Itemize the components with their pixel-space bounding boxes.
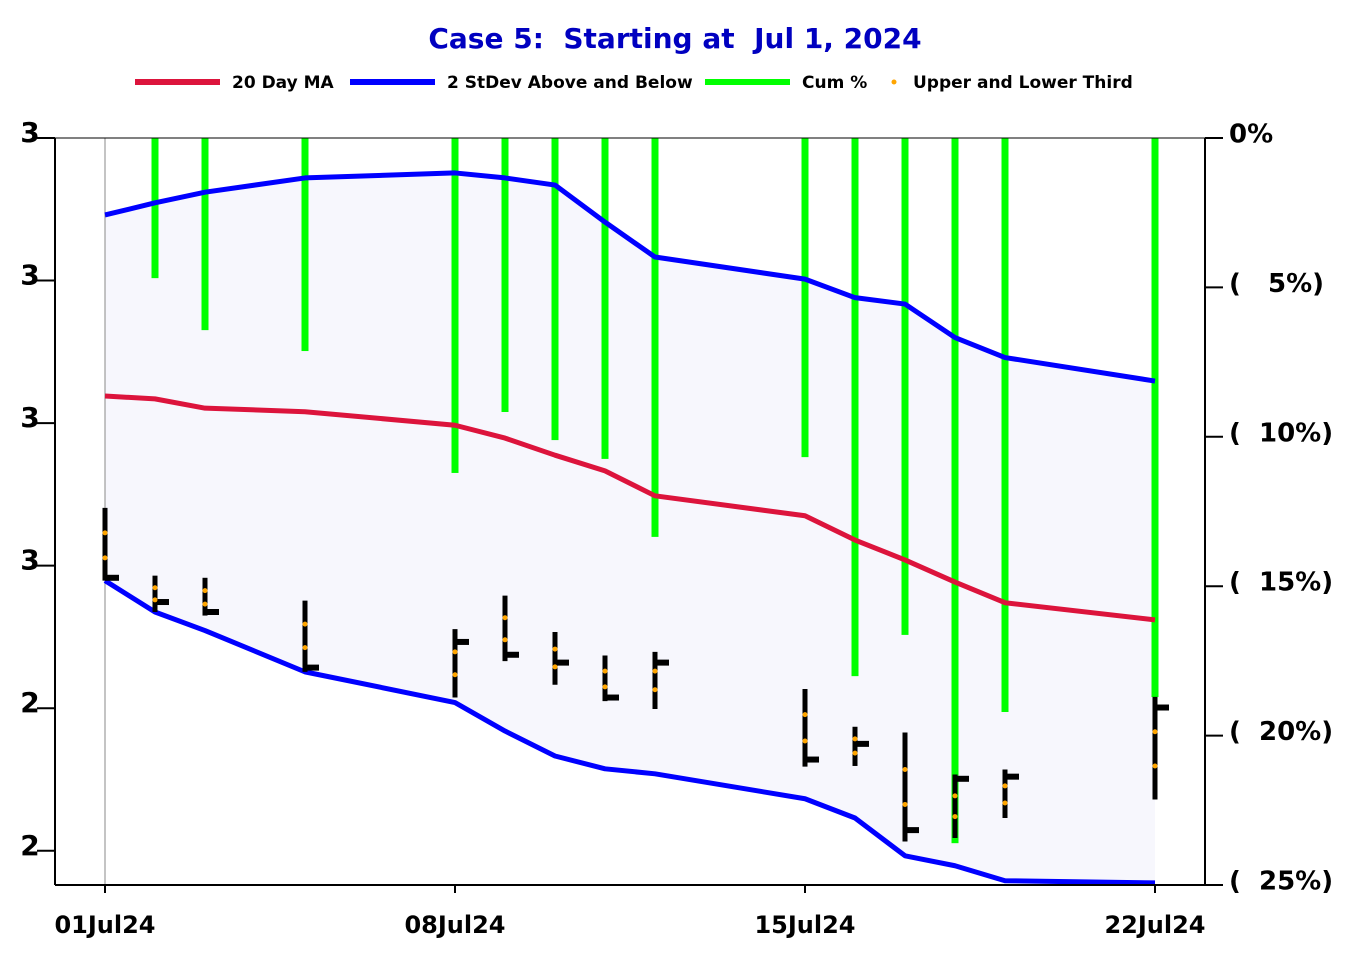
band-area	[105, 172, 1155, 883]
third-dot	[1152, 763, 1158, 769]
cum-bar	[601, 138, 609, 459]
cum-bar	[501, 138, 509, 412]
y2-tick-label: ( 20%)	[1229, 717, 1333, 747]
third-dot	[152, 585, 158, 591]
third-dot	[652, 668, 658, 674]
y2-tick-label: ( 25%)	[1229, 867, 1333, 897]
cum-bar	[851, 138, 859, 677]
third-dot	[652, 687, 658, 693]
third-dot	[802, 738, 808, 744]
x-tick-label: 08Jul24	[404, 911, 505, 939]
third-dot	[202, 588, 208, 594]
cum-bar	[201, 138, 209, 331]
legend-label: Cum %	[802, 73, 867, 93]
third-dot	[852, 736, 858, 742]
third-dot	[102, 555, 108, 561]
cum-bar	[651, 138, 659, 537]
third-dot	[602, 684, 608, 690]
legend-label: Upper and Lower Third	[913, 73, 1133, 93]
third-dot	[452, 649, 458, 655]
line	[104, 393, 1156, 623]
third-dot	[452, 672, 458, 678]
cum-bar	[951, 138, 959, 844]
chart-title: Case 5: Starting at Jul 1, 2024	[428, 22, 921, 55]
cum-bar	[1001, 138, 1009, 712]
third-dot	[152, 597, 158, 603]
y2-tick-label: ( 5%)	[1229, 269, 1324, 299]
line	[104, 170, 1156, 384]
third-dot	[952, 793, 958, 799]
y-tick-label: 3	[20, 401, 39, 434]
y-tick-label: 3	[20, 116, 39, 149]
cum-bar	[301, 138, 309, 352]
cum-bar	[1151, 138, 1159, 698]
third-dot	[302, 645, 308, 651]
cum-bar	[901, 138, 909, 635]
third-dot	[552, 664, 558, 670]
third-dot	[102, 530, 108, 536]
legend-label: 2 StDev Above and Below	[447, 73, 693, 93]
x-tick-label: 01Jul24	[54, 911, 155, 939]
third-dot	[302, 621, 308, 627]
third-dot	[852, 750, 858, 756]
third-dot	[1002, 783, 1008, 789]
cum-bar	[801, 138, 809, 458]
cum-bar	[451, 138, 459, 473]
legend-label: 20 Day MA	[232, 73, 335, 93]
third-dot	[202, 601, 208, 607]
third-dot	[1002, 800, 1008, 806]
legend-swatch	[891, 79, 897, 85]
third-dot	[602, 668, 608, 674]
y-tick-label: 3	[20, 259, 39, 292]
cum-bar	[151, 138, 159, 279]
y2-tick-label: ( 15%)	[1229, 568, 1333, 598]
third-dot	[952, 814, 958, 820]
third-dot	[1152, 729, 1158, 735]
third-dot	[902, 801, 908, 807]
x-tick-label: 22Jul24	[1104, 911, 1205, 939]
y-tick-label: 2	[20, 686, 39, 719]
third-dot	[802, 712, 808, 718]
x-tick-label: 15Jul24	[754, 911, 855, 939]
cum-bar	[551, 138, 559, 441]
y2-tick-label: ( 10%)	[1229, 418, 1333, 448]
third-dot	[902, 767, 908, 773]
third-dot	[502, 615, 508, 621]
y-tick-label: 2	[20, 829, 39, 862]
y2-tick-label: 0%	[1229, 120, 1273, 150]
y-tick-label: 3	[20, 544, 39, 577]
third-dot	[552, 646, 558, 652]
line	[103, 578, 1156, 886]
third-dot	[502, 637, 508, 643]
